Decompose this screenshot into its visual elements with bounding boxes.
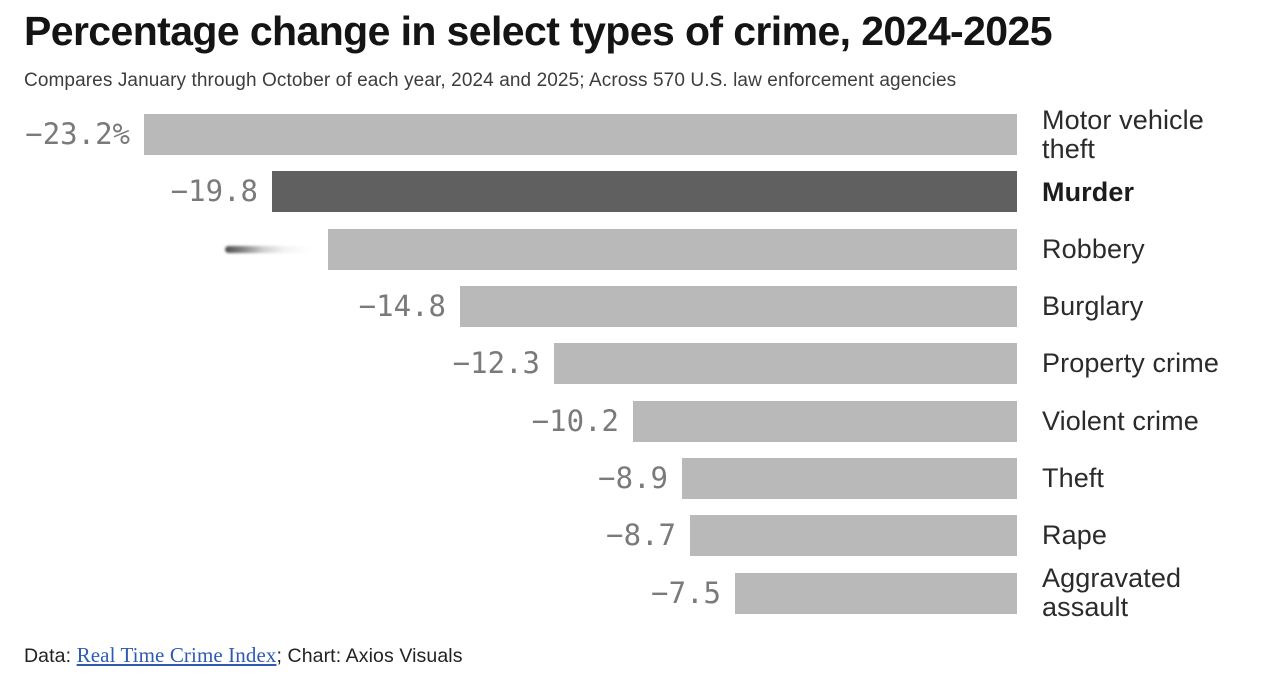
category-label: Motor vehicle theft [1042,104,1204,164]
category-label: Property crime [1042,348,1219,379]
source-prefix: Data: [24,644,77,667]
bar-value-label: −8.9 [598,460,668,495]
source-link[interactable]: Real Time Crime Index [76,642,277,667]
bar [272,171,1017,213]
category-label: Robbery [1042,233,1145,264]
category-label: Violent crime [1042,405,1199,436]
bar [328,228,1017,270]
chart-row: −14.8 Burglary [24,278,1256,335]
category-label: Burglary [1042,291,1144,322]
bar [682,457,1017,499]
chart-row: −10.2 Violent crime [24,393,1256,450]
chart-row: −23.2% Motor vehicle theft [24,104,1256,164]
bar-zone: −19.8 [24,163,1017,220]
source-suffix: ; Chart: Axios Visuals [276,644,463,667]
chart-title: Percentage change in select types of cri… [24,8,1053,54]
bar [735,572,1017,614]
category-label: Rape [1042,520,1107,551]
chart-card: Percentage change in select types of cri… [24,8,1256,668]
bar-zone [24,221,1017,278]
bar-value-label: −10.2 [531,403,619,438]
category-label: Aggravated assault [1042,563,1182,623]
bar-zone: −7.5 [24,565,1017,622]
bar-value-label: −19.8 [170,174,258,209]
bar-zone: −10.2 [24,393,1017,450]
bar [633,400,1017,442]
chart-row: −19.8 Murder [24,163,1256,220]
category-label: Theft [1042,463,1105,494]
bar [460,286,1017,328]
bar [554,343,1017,385]
chart-row: −12.3 Property crime [24,335,1256,392]
chart-row: −7.5 Aggravated assault [24,563,1256,623]
source-line: Data: Real Time Crime Index; Chart: Axio… [24,643,1256,668]
bar [144,114,1017,156]
bar-zone: −14.8 [24,278,1017,335]
bar [690,515,1017,557]
chart-row: Robbery [24,221,1256,278]
bar-zone: −8.9 [24,450,1017,507]
bar-zone: −23.2% [24,106,1017,163]
bar-chart: −23.2% Motor vehicle theft −19.8 Murder Robb… [24,104,1256,623]
bar-zone: −12.3 [24,335,1017,392]
chart-row: −8.9 Theft [24,450,1256,507]
bar-value-label: −23.2% [25,117,130,152]
blurred-value-artifact [225,245,310,253]
category-label: Murder [1042,176,1135,207]
bar-value-label: −7.5 [651,575,721,610]
bar-value-label: −12.3 [452,346,540,381]
bar-zone: −8.7 [24,507,1017,564]
bar-value-label: −14.8 [358,289,446,324]
chart-row: −8.7 Rape [24,507,1256,564]
bar-value-label: −8.7 [606,518,676,553]
chart-subtitle: Compares January through October of each… [24,70,957,92]
